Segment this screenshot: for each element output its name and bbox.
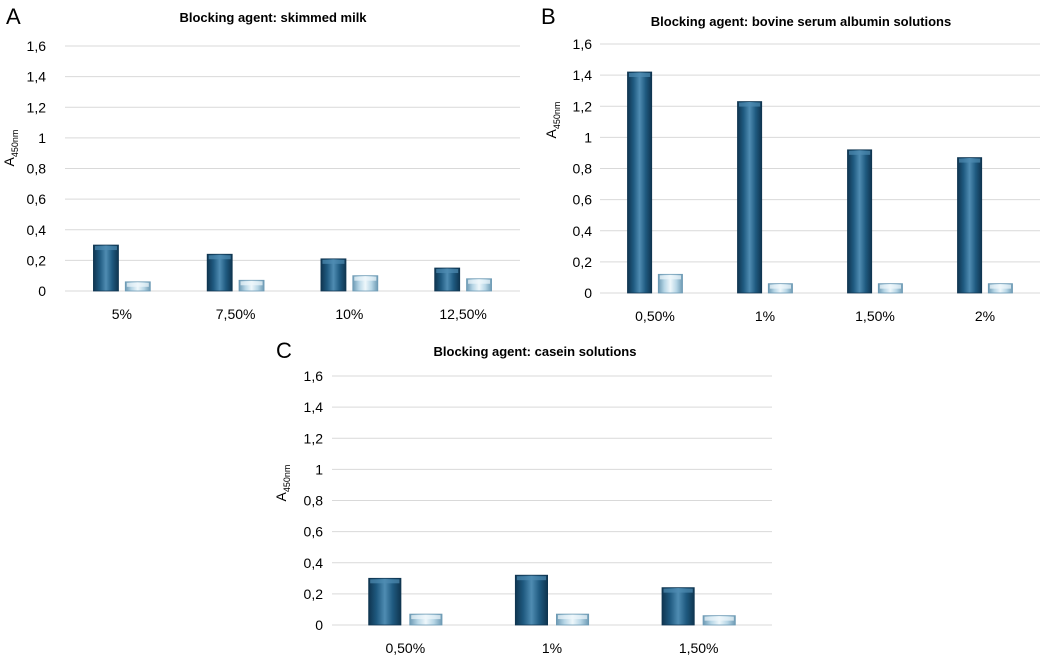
chart-b-bar-bevel xyxy=(849,150,871,155)
chart-a-ytick-label: 0,6 xyxy=(27,191,47,207)
chart-c-bar-series-1 xyxy=(368,577,402,626)
chart-a-ytick-label: 0,2 xyxy=(27,252,47,268)
chart-c-ytick-label: 0,2 xyxy=(304,586,324,602)
chart-b-ytick-label: 0 xyxy=(584,285,592,301)
chart-b-bar-bevel xyxy=(959,158,981,163)
chart-b-bar-bevel xyxy=(879,284,901,289)
chart-b-bar-bevel xyxy=(989,284,1011,289)
chart-c-plot-area: 0 0,2 0,4 0,6 0,8 1 1,2 1,4 1,6 0,50% 1% 1,50% xyxy=(304,368,772,656)
panel-letter-c: C xyxy=(276,338,292,363)
chart-c-bar-series-2 xyxy=(556,613,590,626)
chart-b-ylabel: A450nm xyxy=(543,102,562,139)
chart-b-ytick-label: 1,2 xyxy=(573,98,593,114)
chart-a-bar-bevel xyxy=(468,279,491,284)
chart-c-bar-series-1 xyxy=(661,587,695,626)
chart-c-bar-bevel xyxy=(663,588,693,593)
chart-a-ytick-label: 1,6 xyxy=(27,38,47,54)
chart-c-ytick-label: 0,6 xyxy=(304,524,324,540)
chart-a-bar-series-1 xyxy=(434,267,461,292)
chart-b-plot-area: 0 0,2 0,4 0,6 0,8 1 1,2 1,4 1,6 0,50% 1% 1,50% 2% xyxy=(573,36,1040,324)
chart-b-bar-bevel xyxy=(659,275,681,280)
chart-b-bar-series-1 xyxy=(737,101,763,294)
chart-a-ytick-label: 1,2 xyxy=(27,99,47,115)
chart-c-ytick-label: 1,6 xyxy=(304,368,324,384)
chart-c-bar-bevel xyxy=(516,576,547,581)
chart-c-ytick-label: 1,4 xyxy=(304,399,324,415)
chart-a-title: Blocking agent: skimmed milk xyxy=(179,10,367,25)
chart-c-ylabel-main: A xyxy=(273,491,289,501)
chart-b-ytick-label: 1,4 xyxy=(573,67,593,83)
chart-a-ytick-label: 1 xyxy=(38,130,46,146)
chart-c-category-label: 0,50% xyxy=(385,640,425,656)
chart-c-category-label: 1% xyxy=(542,640,562,656)
chart-c-ytick-label: 1 xyxy=(315,461,323,477)
chart-a-ylabel-sub: 450nm xyxy=(10,130,20,158)
chart-a-ytick-label: 0,8 xyxy=(27,161,47,177)
chart-b-bar-bevel xyxy=(739,102,761,107)
chart-a-ylabel-main: A xyxy=(1,156,17,166)
chart-a-category-label: 7,50% xyxy=(216,306,256,322)
chart-a-category-label: 12,50% xyxy=(439,306,486,322)
chart-c-ytick-label: 1,2 xyxy=(304,430,324,446)
chart-a-bar-bevel xyxy=(126,282,149,287)
chart-a-bar-bevel xyxy=(240,281,263,286)
chart-b-bar-bevel xyxy=(629,73,651,78)
chart-c-ytick-label: 0,4 xyxy=(304,555,324,571)
chart-b-bar-series-1 xyxy=(957,157,983,294)
chart-a-plot-area: 0 0,2 0,4 0,6 0,8 1 1,2 1,4 1,6 5% 7,50% 10% 12,50% xyxy=(27,38,520,322)
chart-c-bar-series-2 xyxy=(409,613,443,626)
panel-letter-b: B xyxy=(541,4,556,29)
chart-panel-c: C Blocking agent: casein solutions A450n… xyxy=(273,338,772,656)
chart-c-category-label: 1,50% xyxy=(679,640,719,656)
chart-c-ytick-label: 0,8 xyxy=(304,493,324,509)
chart-a-bar-series-1 xyxy=(320,258,347,292)
chart-a-bar-series-1 xyxy=(93,244,119,292)
chart-a-bar-series-2 xyxy=(238,279,265,292)
chart-a-ytick-label: 1,4 xyxy=(27,69,47,85)
chart-b-ylabel-sub: 450nm xyxy=(552,102,562,130)
chart-b-title: Blocking agent: bovine serum albumin sol… xyxy=(651,14,951,29)
chart-a-ytick-label: 0,4 xyxy=(27,222,47,238)
chart-c-ylabel: A450nm xyxy=(273,465,292,502)
chart-b-ytick-label: 1 xyxy=(584,129,592,145)
chart-c-bar-series-1 xyxy=(514,574,548,626)
chart-a-ytick-label: 0 xyxy=(38,283,46,299)
chart-panel-b: B Blocking agent: bovine serum albumin s… xyxy=(541,4,1040,324)
chart-c-bar-bevel xyxy=(370,579,400,584)
chart-c-ylabel-sub: 450nm xyxy=(282,465,292,493)
chart-c-bar-bevel xyxy=(704,616,734,621)
chart-a-category-label: 10% xyxy=(335,306,363,322)
chart-panel-a: A Blocking agent: skimmed milk A450nm 00… xyxy=(1,4,520,322)
chart-b-bar-bevel xyxy=(769,284,791,289)
chart-c-bar-bevel xyxy=(411,615,441,620)
chart-a-bar-bevel xyxy=(436,269,459,274)
chart-a-bar-bevel xyxy=(354,276,377,281)
chart-b-bar-series-1 xyxy=(847,149,873,294)
chart-b-ytick-label: 0,4 xyxy=(573,223,593,239)
chart-b-bar-series-1 xyxy=(627,71,653,294)
chart-b-category-label: 0,50% xyxy=(635,308,675,324)
chart-a-bar-series-1 xyxy=(206,253,233,292)
panel-letter-a: A xyxy=(6,4,21,29)
chart-b-category-label: 1,50% xyxy=(855,308,895,324)
chart-b-ytick-label: 1,6 xyxy=(573,36,593,52)
chart-c-ytick-label: 0 xyxy=(315,617,323,633)
chart-b-category-label: 2% xyxy=(975,308,995,324)
chart-a-category-label: 5% xyxy=(112,306,132,322)
chart-b-ytick-label: 0,6 xyxy=(573,192,593,208)
chart-c-bar-bevel xyxy=(557,615,588,620)
chart-b-ytick-label: 0,2 xyxy=(573,254,593,270)
chart-b-ytick-label: 0,8 xyxy=(573,161,593,177)
chart-c-title: Blocking agent: casein solutions xyxy=(434,344,637,359)
chart-a-bar-bevel xyxy=(94,246,117,251)
chart-a-bar-bevel xyxy=(322,259,345,264)
chart-b-category-label: 1% xyxy=(755,308,775,324)
chart-a-bar-bevel xyxy=(208,255,231,260)
chart-b-ylabel-main: A xyxy=(543,128,559,138)
chart-a-ylabel: A450nm xyxy=(1,130,20,167)
